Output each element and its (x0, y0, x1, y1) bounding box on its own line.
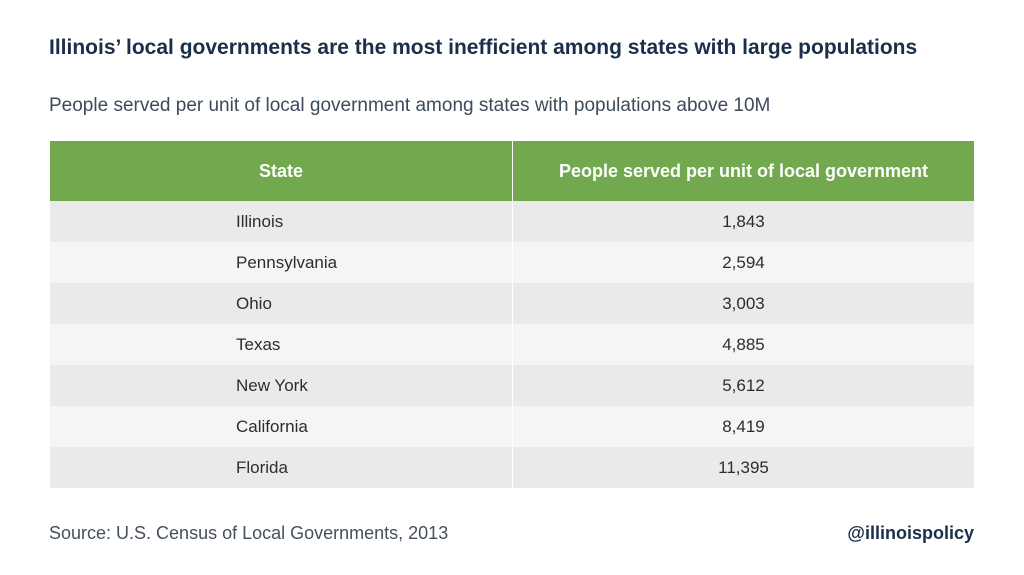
cell-value: 1,843 (512, 201, 974, 242)
cell-value: 11,395 (512, 447, 974, 488)
column-header-state: State (50, 141, 513, 201)
cell-state: Illinois (50, 201, 513, 242)
cell-state: Ohio (50, 283, 513, 324)
table-row: Pennsylvania 2,594 (50, 242, 974, 283)
cell-value: 2,594 (512, 242, 974, 283)
cell-state: New York (50, 365, 513, 406)
table-row: Texas 4,885 (50, 324, 974, 365)
cell-state: Florida (50, 447, 513, 488)
cell-value: 4,885 (512, 324, 974, 365)
page-title: Illinois’ local governments are the most… (49, 36, 918, 59)
page-subtitle: People served per unit of local governme… (49, 95, 771, 116)
cell-value: 3,003 (512, 283, 974, 324)
cell-value: 5,612 (512, 365, 974, 406)
source-note: Source: U.S. Census of Local Governments… (49, 523, 449, 543)
cell-state: Texas (50, 324, 513, 365)
table-row: California 8,419 (50, 406, 974, 447)
data-table-container: State People served per unit of local go… (50, 141, 974, 488)
table-header-row: State People served per unit of local go… (50, 141, 974, 201)
table-header: State People served per unit of local go… (50, 141, 974, 201)
cell-state: Pennsylvania (50, 242, 513, 283)
table-body: Illinois 1,843 Pennsylvania 2,594 Ohio 3… (50, 201, 974, 488)
table-row: Illinois 1,843 (50, 201, 974, 242)
table-row: Ohio 3,003 (50, 283, 974, 324)
cell-value: 8,419 (512, 406, 974, 447)
table-row: New York 5,612 (50, 365, 974, 406)
table-row: Florida 11,395 (50, 447, 974, 488)
data-table: State People served per unit of local go… (50, 141, 974, 488)
cell-state: California (50, 406, 513, 447)
social-handle: @illinoispolicy (847, 523, 974, 543)
column-header-people-served: People served per unit of local governme… (512, 141, 974, 201)
